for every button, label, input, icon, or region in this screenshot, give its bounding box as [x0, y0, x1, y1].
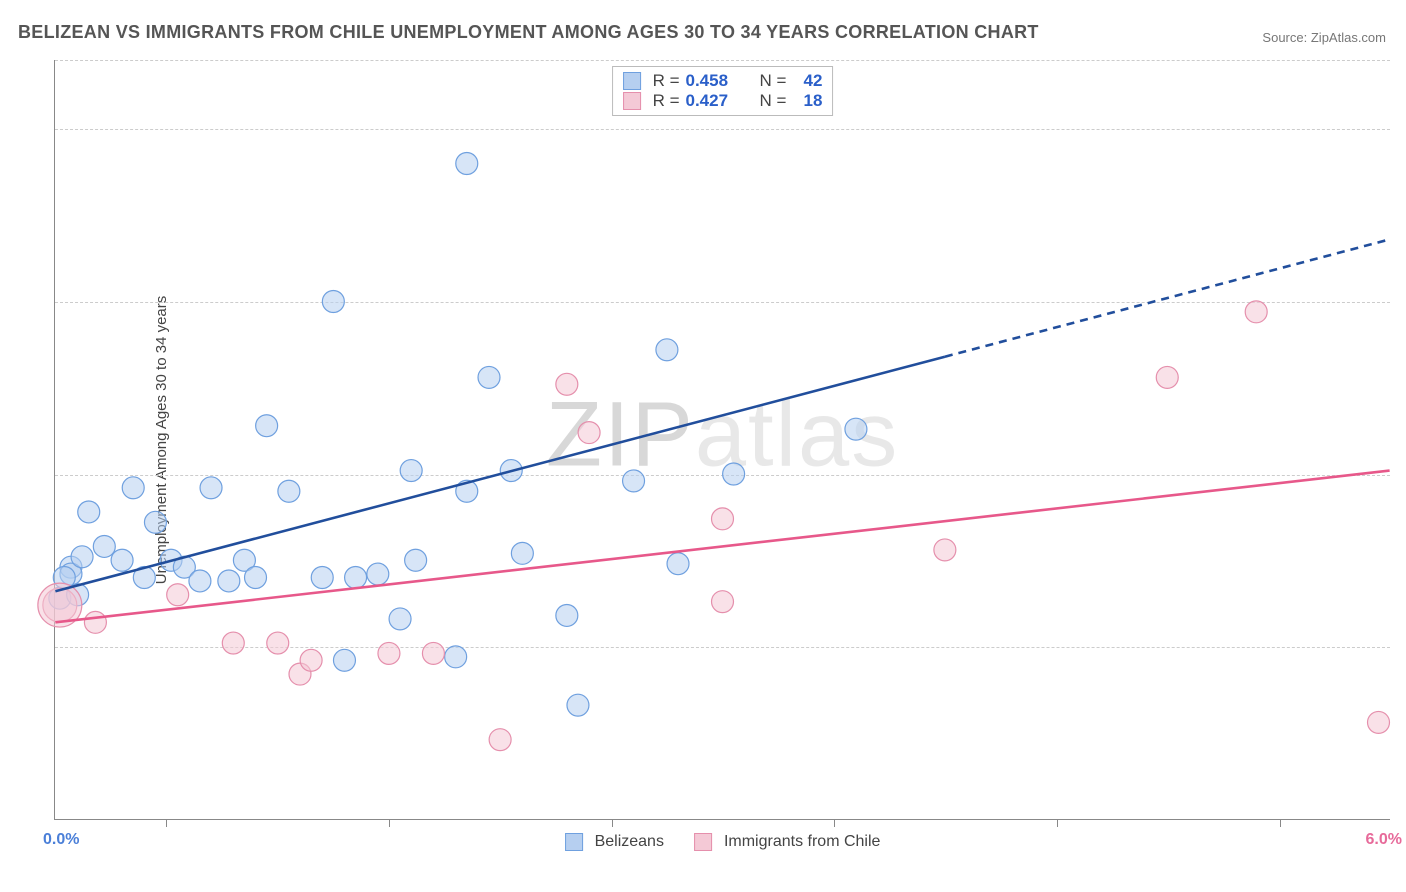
scatter-point [311, 567, 333, 589]
trend-line-extrapolated [945, 239, 1390, 356]
x-end-label: 6.0% [1366, 831, 1402, 849]
scatter-point [345, 567, 367, 589]
scatter-point [400, 460, 422, 482]
legend-swatch [565, 833, 583, 851]
scatter-point [567, 694, 589, 716]
scatter-point [378, 642, 400, 664]
scatter-point [256, 415, 278, 437]
scatter-point [78, 501, 100, 523]
scatter-point [405, 549, 427, 571]
x-tick [834, 819, 835, 827]
y-tick-label: 10.0% [1394, 466, 1406, 484]
y-tick-label: 15.0% [1394, 293, 1406, 311]
n-value: 18 [792, 91, 822, 111]
x-tick [166, 819, 167, 827]
scatter-point [667, 553, 689, 575]
x-tick [1280, 819, 1281, 827]
r-value: 0.458 [686, 71, 742, 91]
legend-label: Immigrants from Chile [724, 833, 880, 851]
x-tick [612, 819, 613, 827]
legend-item: Belizeans [565, 833, 664, 851]
r-value: 0.427 [686, 91, 742, 111]
scatter-point [712, 508, 734, 530]
scatter-point [656, 339, 678, 361]
scatter-point [367, 563, 389, 585]
scatter-point [218, 570, 240, 592]
plot-area: ZIPatlas Unemployment Among Ages 30 to 3… [54, 60, 1390, 820]
scatter-point [445, 646, 467, 668]
scatter-point [845, 418, 867, 440]
scatter-point [723, 463, 745, 485]
legend-swatch [623, 92, 641, 110]
scatter-point [511, 542, 533, 564]
legend-label: Belizeans [595, 833, 664, 851]
scatter-point [578, 422, 600, 444]
n-value: 42 [792, 71, 822, 91]
scatter-point [122, 477, 144, 499]
scatter-point [456, 153, 478, 175]
r-label: R = [653, 91, 680, 111]
scatter-point [489, 729, 511, 751]
scatter-point [1245, 301, 1267, 323]
scatter-point [111, 549, 133, 571]
source-name: ZipAtlas.com [1311, 30, 1386, 45]
r-label: R = [653, 71, 680, 91]
legend-swatch [623, 72, 641, 90]
scatter-point [189, 570, 211, 592]
scatter-point [623, 470, 645, 492]
n-label: N = [760, 71, 787, 91]
y-tick-label: 5.0% [1394, 638, 1406, 656]
scatter-point [934, 539, 956, 561]
trend-line [55, 357, 944, 592]
y-tick-label: 20.0% [1394, 120, 1406, 138]
scatter-point [556, 373, 578, 395]
scatter-point [333, 649, 355, 671]
legend-swatch [694, 833, 712, 851]
legend-item: Immigrants from Chile [694, 833, 880, 851]
scatter-point [1368, 711, 1390, 733]
scatter-point [84, 611, 106, 633]
stats-legend-row: R = 0.458 N =42 [623, 71, 823, 91]
scatter-point [267, 632, 289, 654]
source-label: Source: ZipAtlas.com [1262, 30, 1386, 45]
scatter-point [222, 632, 244, 654]
x-tick [389, 819, 390, 827]
bottom-legend: Belizeans Immigrants from Chile [565, 833, 881, 851]
scatter-svg [55, 60, 1390, 819]
scatter-point [245, 567, 267, 589]
scatter-point [322, 291, 344, 313]
stats-legend: R = 0.458 N =42 R = 0.427 N =18 [612, 66, 834, 116]
scatter-point [300, 649, 322, 671]
scatter-point [556, 604, 578, 626]
scatter-point [144, 511, 166, 533]
stats-legend-row: R = 0.427 N =18 [623, 91, 823, 111]
scatter-point [71, 546, 93, 568]
n-label: N = [760, 91, 787, 111]
chart-title: BELIZEAN VS IMMIGRANTS FROM CHILE UNEMPL… [18, 22, 1039, 43]
scatter-point [167, 584, 189, 606]
x-origin-label: 0.0% [43, 831, 79, 849]
scatter-point [422, 642, 444, 664]
scatter-point [200, 477, 222, 499]
scatter-point [389, 608, 411, 630]
scatter-point [278, 480, 300, 502]
source-prefix: Source: [1262, 30, 1307, 45]
scatter-point [1156, 366, 1178, 388]
scatter-point [478, 366, 500, 388]
scatter-point [712, 591, 734, 613]
x-tick [1057, 819, 1058, 827]
scatter-point [93, 535, 115, 557]
